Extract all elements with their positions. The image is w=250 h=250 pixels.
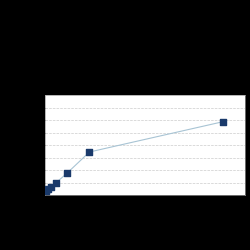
Point xyxy=(48,185,52,189)
Y-axis label: OD: OD xyxy=(18,139,27,151)
Point xyxy=(44,188,48,192)
Point xyxy=(46,187,50,191)
Point xyxy=(54,181,58,185)
Point xyxy=(88,150,92,154)
X-axis label: Human PLOD1
Concentration (ng/ml): Human PLOD1 Concentration (ng/ml) xyxy=(103,208,188,227)
Point xyxy=(65,171,69,175)
Point xyxy=(44,189,48,193)
Point xyxy=(221,120,225,124)
